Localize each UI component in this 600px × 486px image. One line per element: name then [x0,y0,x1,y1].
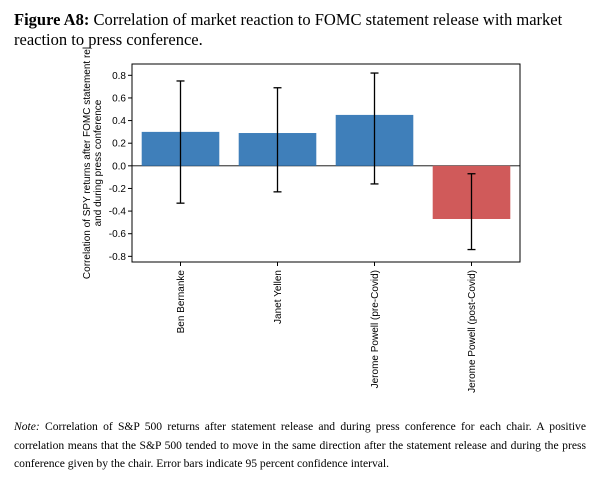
y-tick-label: -0.6 [109,229,127,240]
figure-label: Figure A8: [14,10,90,29]
x-tick-label: Jerome Powell (pre-Covid) [370,270,381,388]
y-tick-label: -0.2 [109,184,127,195]
y-tick-label: 0.8 [112,71,126,82]
y-tick-label: 0.2 [112,139,126,150]
y-tick-label: 0.6 [112,93,126,104]
y-tick-label: -0.8 [109,252,127,263]
y-axis-label: Correlation of SPY returns after FOMC st… [82,47,93,279]
figure-title: Correlation of market reaction to FOMC s… [14,10,563,49]
x-tick-label: Jerome Powell (post-Covid) [467,270,478,393]
x-tick-label: Ben Bernanke [176,270,187,334]
note-text: Correlation of S&P 500 returns after sta… [14,420,586,470]
note-label: Note: [14,420,40,433]
x-tick-label: Janet Yellen [273,270,284,324]
figure-note: Note: Correlation of S&P 500 returns aft… [14,418,586,474]
y-tick-label: -0.4 [109,207,127,218]
figure-caption: Figure A8: Correlation of market reactio… [14,10,588,50]
y-tick-label: 0.0 [112,161,126,172]
plot-frame [131,63,521,263]
y-axis-label: and during press conference [93,99,104,226]
y-tick-label: 0.4 [112,116,126,127]
bar-chart: 0.8 0.6 0.4 0.2 0.0 -0.2 -0.4 -0.6 -0.8 Ben Berna… [82,47,521,393]
